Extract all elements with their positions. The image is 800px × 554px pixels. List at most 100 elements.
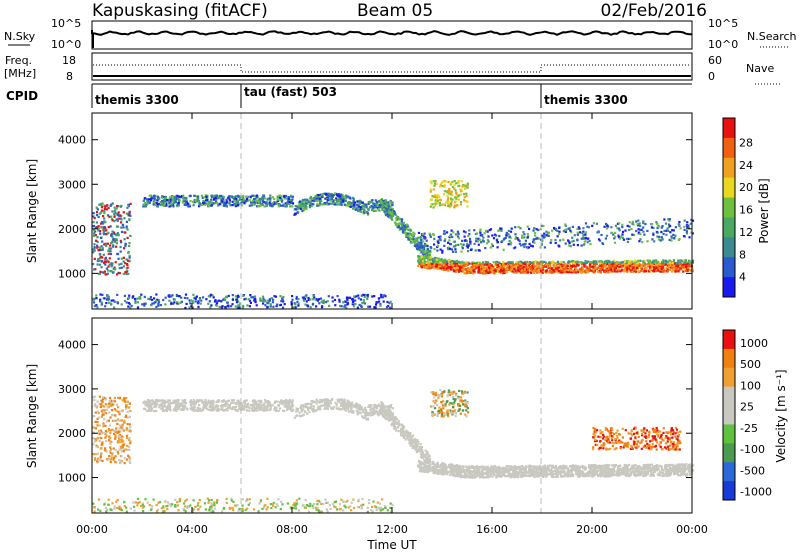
power-echo	[568, 265, 571, 268]
power-echo	[125, 272, 128, 275]
power-echo	[281, 200, 284, 203]
power-echo	[574, 261, 577, 264]
power-echo	[481, 262, 484, 266]
velocity-echo	[338, 401, 341, 404]
power-echo	[500, 268, 503, 271]
power-echo	[536, 236, 539, 239]
power-echo	[659, 239, 662, 242]
power-echo	[457, 232, 460, 235]
velocity-echo	[159, 403, 163, 406]
power-echo	[659, 263, 662, 266]
power-echo	[439, 239, 442, 242]
power-echo	[375, 209, 378, 212]
power-echo	[252, 296, 255, 299]
power-echo	[684, 263, 687, 266]
power-echo	[533, 241, 536, 244]
power-echo	[489, 228, 493, 231]
power-echo	[462, 243, 465, 246]
power-echo	[384, 295, 387, 298]
power-echo	[570, 240, 573, 243]
power-echo	[433, 243, 436, 246]
velocity-echo	[184, 402, 188, 405]
power-echo	[443, 185, 446, 188]
power-echo	[631, 268, 634, 271]
power-echo	[457, 237, 460, 240]
power-echo	[157, 202, 160, 206]
power-echo	[519, 265, 522, 268]
power-echo	[506, 261, 509, 265]
power-echo	[125, 212, 128, 215]
power-echo	[606, 262, 609, 266]
power-echo	[420, 239, 423, 242]
power-echo	[125, 258, 128, 261]
power-echo	[536, 263, 539, 266]
power-echo	[413, 240, 416, 243]
power-echo	[555, 265, 558, 268]
power-echo	[276, 303, 279, 306]
power-echo	[336, 198, 339, 201]
power-echo	[387, 214, 390, 217]
power-echo	[646, 264, 649, 267]
power-echo	[547, 271, 550, 274]
power-echo	[102, 232, 105, 235]
power-echo	[217, 299, 220, 302]
power-echo	[165, 197, 168, 200]
power-echo	[92, 251, 95, 254]
velocity-echo	[157, 399, 160, 402]
power-echo	[318, 204, 321, 207]
power-colorbar-tick: 20	[739, 181, 753, 194]
power-echo	[100, 202, 103, 205]
power-echo	[171, 199, 174, 202]
power-echo	[185, 203, 188, 206]
power-echo	[156, 298, 159, 301]
power-echo	[640, 269, 643, 272]
velocity-echo	[327, 403, 331, 406]
power-echo	[582, 261, 585, 265]
power-echo	[481, 261, 484, 264]
power-echo	[257, 204, 260, 207]
power-echo	[610, 226, 613, 229]
power-echo	[344, 200, 347, 203]
power-echo	[679, 267, 682, 270]
power-echo	[573, 265, 576, 268]
power-echo	[314, 197, 317, 200]
power-echo	[100, 245, 103, 248]
power-echo	[449, 202, 453, 205]
colorbar-swatch	[723, 197, 735, 218]
power-echo	[580, 244, 583, 247]
power-echo	[113, 210, 116, 213]
velocity-echo	[350, 408, 353, 412]
power-echo	[423, 244, 426, 248]
power-echo	[449, 233, 453, 236]
power-echo	[346, 303, 349, 306]
power-echo	[127, 259, 130, 262]
power-echo	[269, 303, 272, 306]
velocity-echo	[345, 407, 348, 410]
velocity-echo	[152, 402, 155, 405]
power-echo	[592, 222, 595, 225]
power-echo	[448, 190, 451, 193]
power-echo	[101, 240, 104, 243]
power-echo	[371, 205, 375, 209]
velocity-echo	[192, 399, 195, 402]
power-echo	[646, 229, 649, 232]
velocity-echo	[300, 410, 303, 413]
power-echo	[383, 208, 386, 211]
power-echo	[120, 241, 123, 244]
power-echo	[182, 199, 185, 202]
velocity-echo	[317, 405, 320, 408]
power-echo	[631, 233, 634, 236]
power-echo	[467, 268, 470, 271]
power-echo	[420, 266, 424, 269]
velocity-echo	[253, 400, 256, 403]
velocity-echo	[309, 406, 312, 409]
velocity-echo	[320, 404, 324, 407]
power-echo	[433, 237, 436, 240]
velocity-echo	[258, 407, 261, 410]
power-echo	[445, 263, 448, 266]
power-echo	[442, 232, 446, 235]
velocity-echo	[150, 405, 153, 408]
power-echo	[175, 204, 178, 207]
velocity-echo	[226, 406, 229, 410]
velocity-echo	[266, 406, 269, 409]
